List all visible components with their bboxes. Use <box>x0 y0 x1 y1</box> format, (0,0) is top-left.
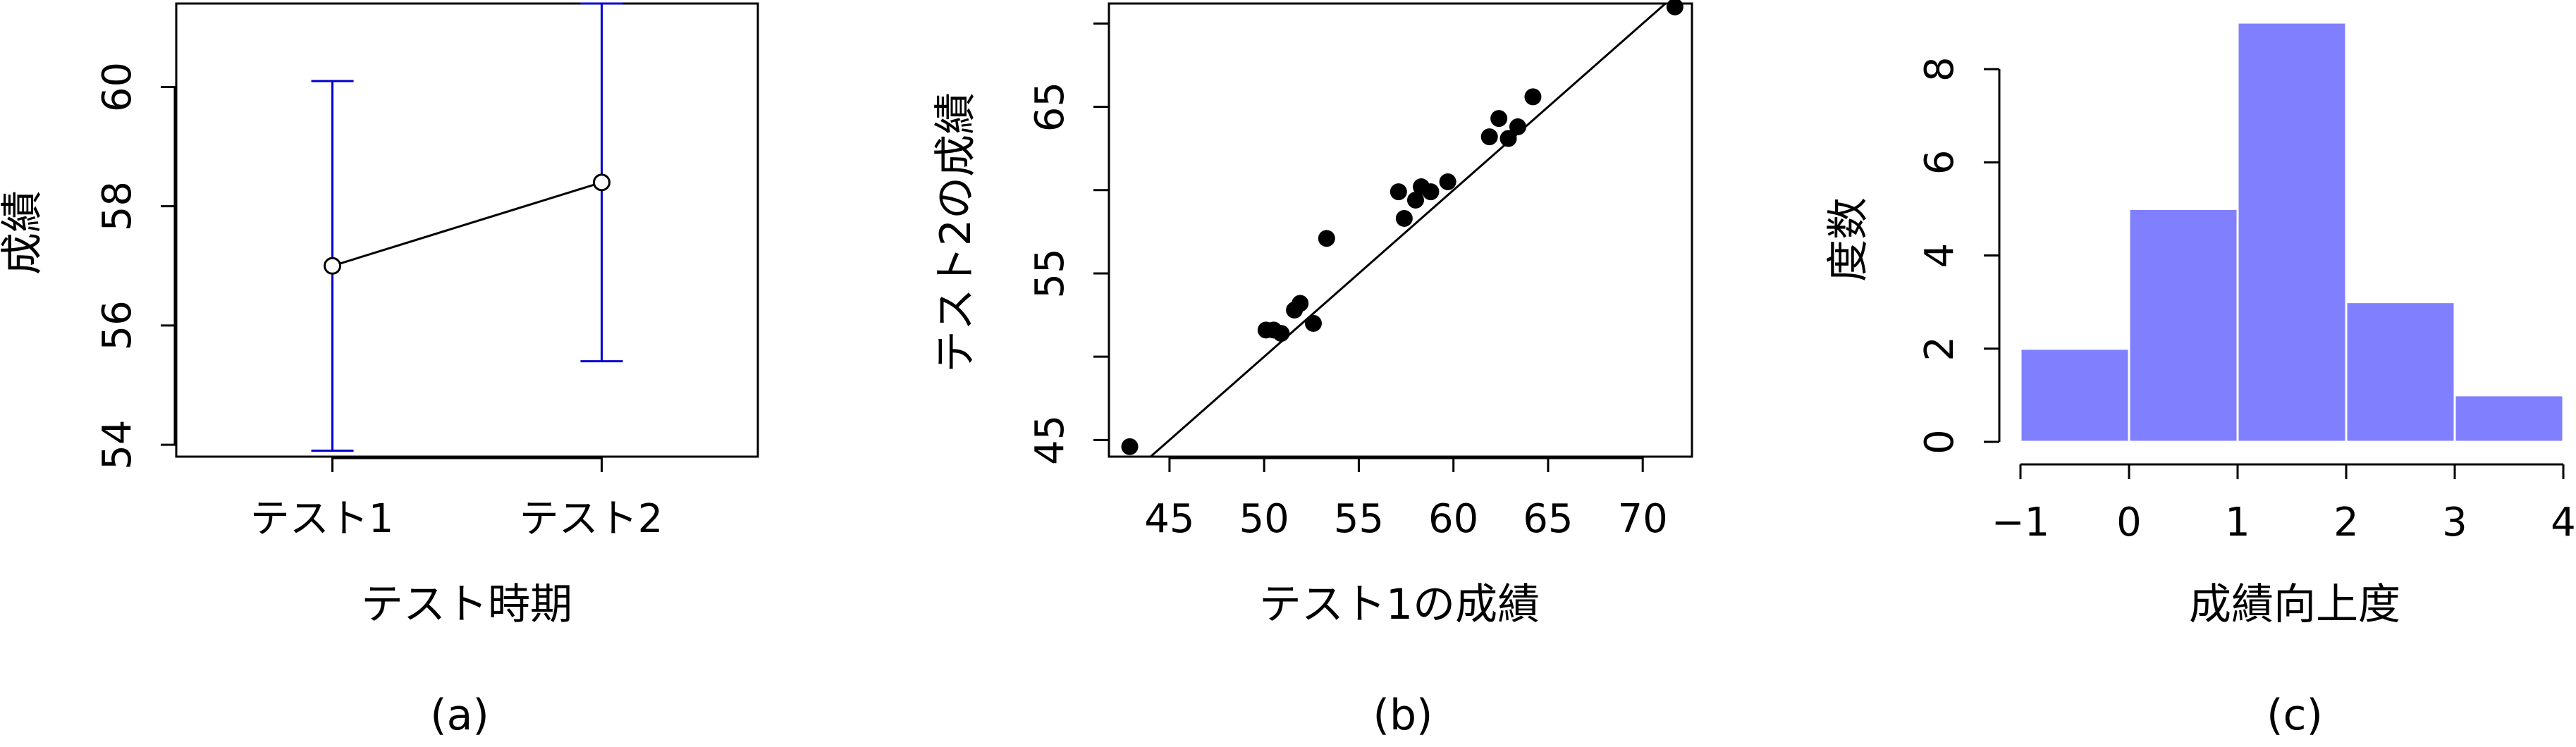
histogram-bar <box>2453 394 2565 443</box>
caption-b: (b) <box>1373 691 1433 740</box>
y-tick-label-b: 45 <box>1027 415 1073 465</box>
y-axis-title-b: テスト2の成績 <box>931 92 981 373</box>
scatter-point <box>1272 325 1290 342</box>
histogram-bar <box>2236 21 2348 443</box>
y-tick-label-c: 0 <box>1917 429 1963 455</box>
x-tick-label-c: 0 <box>2116 500 2142 545</box>
x-tick-label-b: 70 <box>1618 496 1668 542</box>
mean-point <box>592 173 611 192</box>
x-tick-label-c: 3 <box>2442 500 2467 545</box>
x-tick-label-c: 1 <box>2225 500 2250 545</box>
y-tick-label-c: 2 <box>1917 336 1963 362</box>
scatter-point <box>1390 183 1407 201</box>
caption-c: (c) <box>2267 691 2323 740</box>
panel-a-chart: テスト1 テスト2 54 56 58 60 テスト時期 成績 <box>0 2 759 629</box>
panel-c-chart: −1 0 1 2 3 4 0 2 4 6 8 成績向上度 度数 <box>1824 21 2576 629</box>
x-tick-label-c: 4 <box>2551 500 2576 545</box>
x-tick-label-c: −1 <box>1992 500 2050 545</box>
mean-point <box>324 257 342 275</box>
reference-line <box>1148 4 1667 457</box>
scatter-point <box>1292 295 1309 312</box>
scatter-point <box>1439 173 1456 190</box>
y-tick-label-c: 6 <box>1917 150 1963 175</box>
scatter-point <box>1480 128 1498 146</box>
y-tick-label-c: 8 <box>1917 56 1963 82</box>
histogram-bar <box>2345 301 2456 443</box>
y-axis-title-c: 度数 <box>1824 197 1873 282</box>
histogram-bar <box>2128 207 2239 443</box>
plot-frame-b <box>1108 2 1693 458</box>
x-tick-label-a: テスト2 <box>520 496 663 542</box>
scatter-point <box>1395 209 1413 227</box>
x-axis-title-c: 成績向上度 <box>2189 580 2400 629</box>
scatter-point <box>1406 191 1424 209</box>
scatter-point <box>1121 438 1139 455</box>
y-axis-title-a: 成績 <box>0 190 47 275</box>
x-tick-label-b: 45 <box>1144 496 1194 542</box>
y-tick-label-c: 4 <box>1917 243 1963 268</box>
scatter-point <box>1490 110 1508 128</box>
x-tick-label-b: 55 <box>1334 496 1384 542</box>
y-tick-label-a: 56 <box>94 300 140 350</box>
plot-frame-a <box>175 2 759 458</box>
y-tick-label-a: 60 <box>94 62 140 112</box>
x-axis-title-b: テスト1の成績 <box>1259 580 1540 629</box>
x-tick-label-c: 2 <box>2333 500 2359 545</box>
scatter-point <box>1499 130 1517 147</box>
x-tick-label-b: 65 <box>1523 496 1573 542</box>
scatter-point <box>1509 118 1526 135</box>
x-tick-label-a: テスト1 <box>250 496 394 542</box>
caption-a: (a) <box>430 691 489 740</box>
mean-line <box>332 181 602 267</box>
scatter-point <box>1524 88 1542 106</box>
histogram-bar <box>2019 347 2130 443</box>
y-tick-label-a: 54 <box>94 419 140 469</box>
scatter-point <box>1666 0 1683 16</box>
y-tick-label-a: 58 <box>94 181 140 231</box>
scatter-point <box>1422 183 1440 201</box>
scatter-point <box>1318 230 1335 247</box>
x-tick-label-b: 50 <box>1239 496 1289 542</box>
y-tick-label-b: 65 <box>1027 82 1073 132</box>
x-axis-title-a: テスト時期 <box>361 580 572 629</box>
panel-b-chart: 45 50 55 60 65 70 45 55 65 テスト1の成績 テスト2の成績 <box>931 0 1693 629</box>
scatter-point <box>1304 314 1322 332</box>
x-tick-label-b: 60 <box>1428 496 1478 542</box>
y-tick-label-b: 55 <box>1027 248 1073 298</box>
